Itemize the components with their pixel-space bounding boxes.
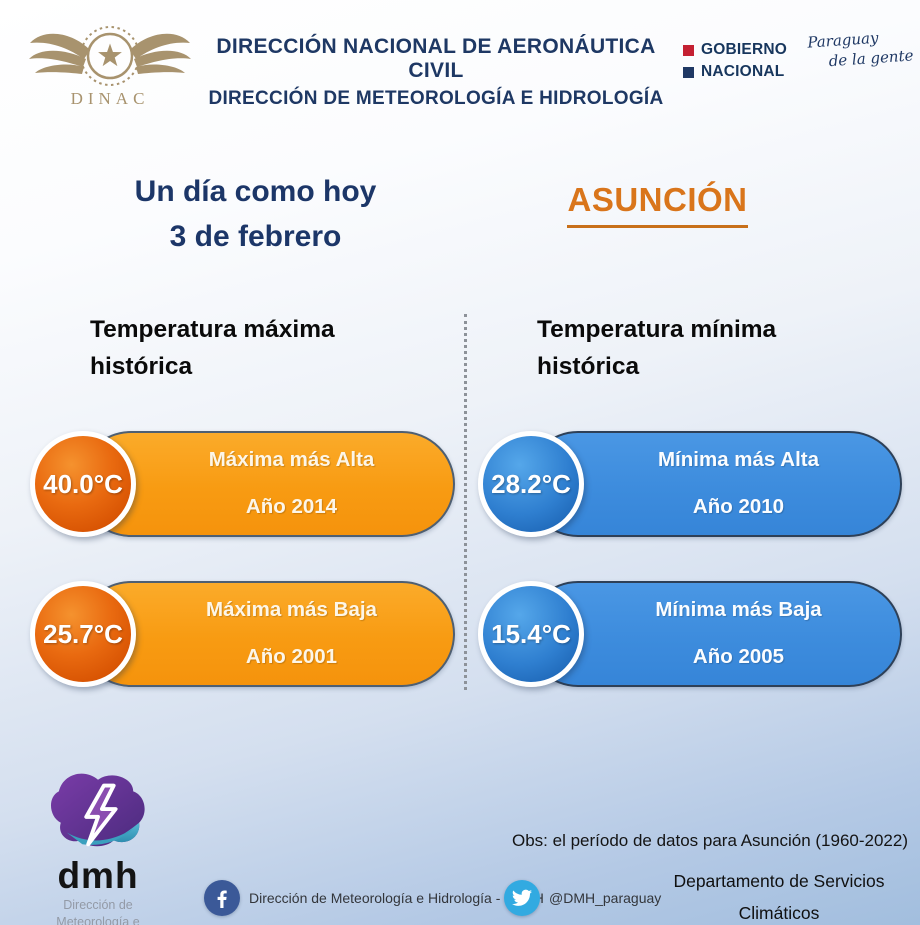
gobierno-row: GOBIERNO xyxy=(683,41,787,59)
dmh-logo: dmh Dirección de Meteorología e Hidrolog… xyxy=(28,766,168,925)
dinac-logo: DINAC xyxy=(26,18,194,117)
dmh-subtitle: Dirección de Meteorología e Hidrología xyxy=(28,897,168,925)
min-high-card: Mínima más Alta Año 2010 xyxy=(525,431,902,537)
min-low-value-bubble: 15.4°C xyxy=(478,581,584,687)
dmh-subtitle-line2: Meteorología e Hidrología xyxy=(56,914,140,925)
facebook-handle: Dirección de Meteorología e Hidrología -… xyxy=(249,890,544,906)
twitter-icon xyxy=(504,880,540,916)
nacional-text: NACIONAL xyxy=(701,63,785,80)
max-low-year: Año 2001 xyxy=(245,645,338,668)
date-title: Un día como hoy 3 de febrero xyxy=(88,169,423,259)
observation-note: Obs: el período de datos para Asunción (… xyxy=(512,831,908,850)
nacional-row: NACIONAL xyxy=(683,63,787,81)
max-low-label: Máxima más Baja xyxy=(206,598,377,622)
min-high-label: Mínima más Alta xyxy=(657,448,819,472)
max-low-value-bubble: 25.7°C xyxy=(30,581,136,687)
min-low-label: Mínima más Baja xyxy=(655,598,822,622)
max-column-heading: Temperatura máxima histórica xyxy=(90,316,335,380)
min-high-value-bubble: 28.2°C xyxy=(478,431,584,537)
city-title: ASUNCIÓN xyxy=(567,181,748,228)
dmh-subtitle-line1: Dirección de xyxy=(63,898,133,912)
department-label: Departamento de Servicios Climáticos xyxy=(640,866,918,925)
min-low-year: Año 2005 xyxy=(692,645,785,668)
max-high-value: 40.0°C xyxy=(43,468,123,499)
department-line1: Departamento de Servicios xyxy=(673,871,885,891)
city-title-wrap: ASUNCIÓN xyxy=(540,181,775,228)
red-square-icon xyxy=(683,44,694,56)
max-high-label: Máxima más Alta xyxy=(208,448,375,472)
min-high-value: 28.2°C xyxy=(491,468,571,499)
paraguay-slogan: Paraguay de la gente xyxy=(807,26,914,72)
max-high-value-bubble: 40.0°C xyxy=(30,431,136,537)
min-high-year: Año 2010 xyxy=(692,495,785,518)
header-title-line1: DIRECCIÓN NACIONAL DE AERONÁUTICA CIVIL xyxy=(216,35,656,82)
twitter-handle: @DMH_paraguay xyxy=(549,890,662,906)
min-low-value: 15.4°C xyxy=(491,618,571,649)
header-title-line2: DIRECCIÓN DE METEOROLOGÍA E HIDROLOGÍA xyxy=(208,88,664,109)
dmh-cloud-icon xyxy=(50,773,145,847)
gobierno-nacional-logo: GOBIERNO NACIONAL xyxy=(683,41,787,85)
date-title-line2: 3 de febrero xyxy=(169,220,342,253)
max-high-year: Año 2014 xyxy=(245,495,338,518)
gobierno-text: GOBIERNO xyxy=(701,41,787,58)
dinac-logo-text: DINAC xyxy=(71,89,150,108)
date-title-line1: Un día como hoy xyxy=(134,175,377,208)
min-low-card: Mínima más Baja Año 2005 xyxy=(525,581,902,687)
dmh-name: dmh xyxy=(57,855,139,896)
header-title: DIRECCIÓN NACIONAL DE AERONÁUTICA CIVIL … xyxy=(190,35,682,110)
facebook-icon xyxy=(204,880,240,916)
max-high-card: Máxima más Alta Año 2014 xyxy=(78,431,455,537)
min-column-heading: Temperatura mínima histórica xyxy=(537,316,777,380)
column-divider xyxy=(464,314,467,690)
dinac-wings-icon: DINAC xyxy=(29,26,191,108)
blue-square-icon xyxy=(683,66,694,78)
department-line2: Climáticos xyxy=(738,902,820,923)
max-low-value: 25.7°C xyxy=(43,618,123,649)
